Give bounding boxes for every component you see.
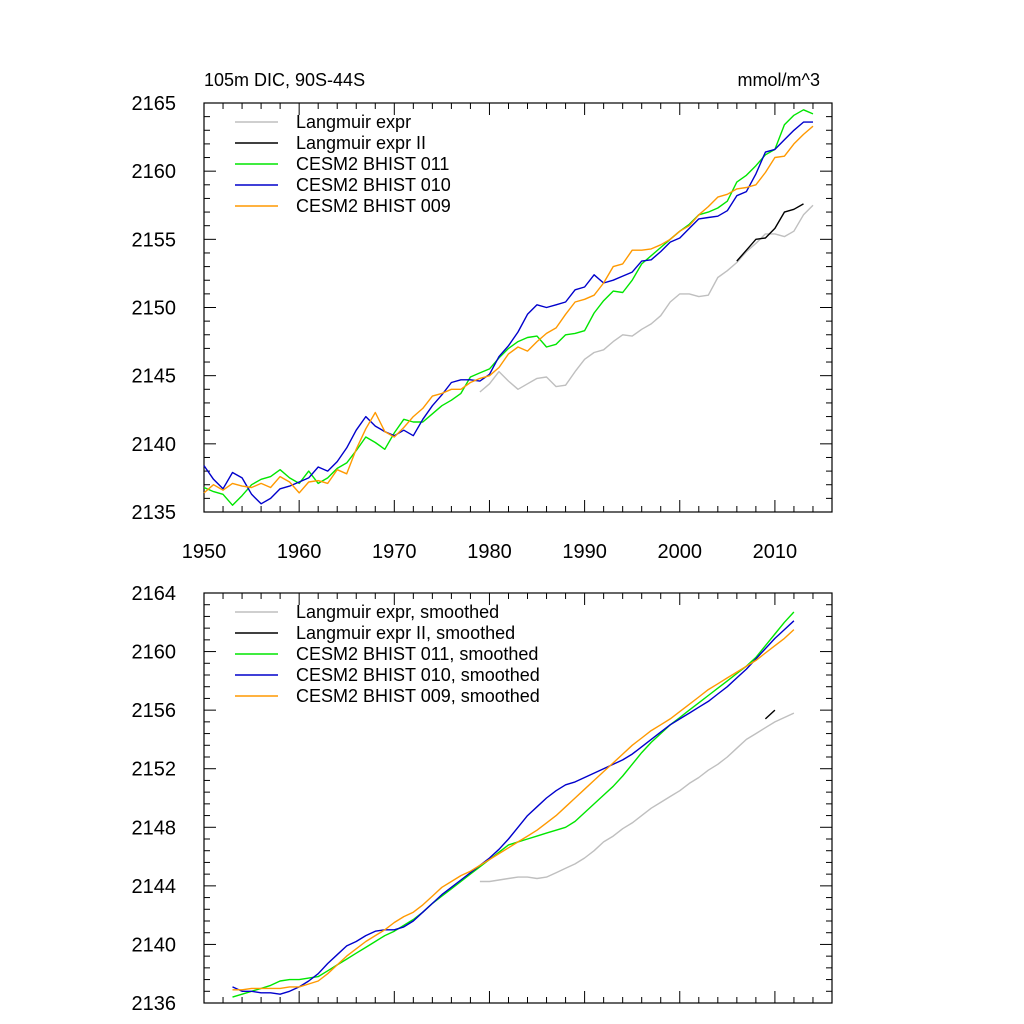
upper-x-tick-label: 1960 [277,541,322,563]
upper-series-line-0 [479,204,814,393]
lower-series-line-2 [232,611,795,998]
upper-x-tick-label: 1970 [372,541,417,563]
upper-legend-label-0: Langmuir expr [296,112,411,132]
upper-legend-label-1: Langmuir expr II [296,133,426,153]
lower-legend-label-3: CESM2 BHIST 010, smoothed [296,665,540,685]
upper-x-tick-label: 2000 [658,541,703,563]
upper-legend-label-4: CESM2 BHIST 009 [296,196,451,216]
lower-panel: 2136 2140 2144 2148 2152 2156 2160 2164 Langmuir… [132,583,833,1015]
upper-series-line-4 [203,125,814,494]
upper-series-line-3 [203,121,813,505]
lower-y-tick-label: 2144 [132,876,177,898]
upper-y-tick-label: 2145 [132,366,177,388]
lower-legend-label-2: CESM2 BHIST 011, smoothed [296,644,538,664]
upper-y-tick-label: 2160 [132,161,177,183]
lower-y-tick-label: 2156 [132,700,177,722]
upper-series-line-1 [736,203,804,262]
upper-x-tick-label: 1990 [562,541,607,563]
lower-legend-label-0: Langmuir expr, smoothed [296,602,499,622]
upper-y-tick-label: 2165 [132,93,177,115]
lower-series-line-1 [764,709,776,720]
upper-y-tick-label: 2150 [132,298,177,320]
upper-x-tick-label: 1980 [467,541,512,563]
lower-y-tick-label: 2136 [132,993,177,1015]
upper-x-tick-label: 2010 [753,541,798,563]
upper-panel: 105m DIC, 90S-44S mmol/m^3 2135 2140 2145 2… [132,70,833,563]
lower-series-line-4 [232,629,795,991]
lower-legend-label-4: CESM2 BHIST 009, smoothed [296,686,540,706]
lower-y-tick-label: 2152 [132,759,177,781]
upper-y-tick-label: 2140 [132,434,177,456]
upper-y-tick-label: 2155 [132,229,177,251]
lower-y-tick-label: 2140 [132,934,177,956]
lower-legend-label-1: Langmuir expr II, smoothed [296,623,515,643]
upper-y-tick-label: 2135 [132,502,177,524]
lower-y-tick-label: 2148 [132,817,177,839]
upper-panel-title: 105m DIC, 90S-44S [204,70,365,90]
lower-y-tick-label: 2160 [132,642,177,664]
lower-y-tick-label: 2164 [132,583,177,605]
upper-legend-label-3: CESM2 BHIST 010 [296,175,451,195]
upper-panel-units: mmol/m^3 [738,70,820,90]
upper-legend-label-2: CESM2 BHIST 011 [296,154,449,174]
lower-plot-frame [203,592,833,1004]
upper-x-tick-label: 1950 [182,541,227,563]
lower-series-line-0 [479,712,795,883]
lower-series-line-3 [232,620,795,995]
upper-series-line-2 [203,109,814,506]
